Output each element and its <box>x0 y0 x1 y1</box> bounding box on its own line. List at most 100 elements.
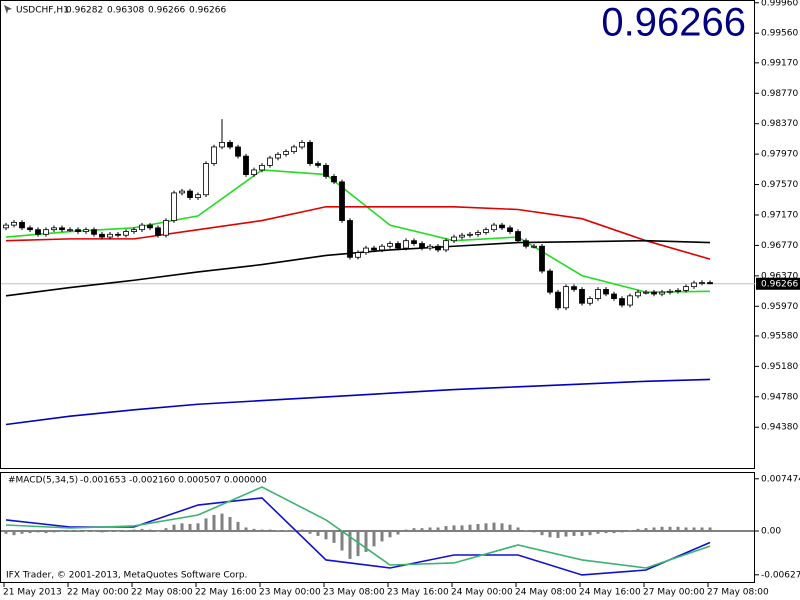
candle-body <box>195 194 201 198</box>
candle-body <box>627 295 633 306</box>
histogram-bar <box>556 530 560 538</box>
histogram-bar <box>636 528 640 531</box>
candle-body <box>459 234 465 238</box>
histogram-bar <box>476 524 480 531</box>
histogram-bar <box>356 530 360 557</box>
histogram-bar <box>36 530 40 533</box>
macd-readout: -0.001653 -0.002160 0.000507 0.000000 <box>80 476 267 486</box>
candle-body <box>275 153 281 159</box>
candle-body <box>315 163 321 166</box>
y-tick-label: 0.00 <box>761 526 781 536</box>
candle-body <box>251 169 257 175</box>
histogram-bar <box>708 527 712 531</box>
copyright: IFX Trader, © 2001-2013, MetaQuotes Soft… <box>6 571 247 581</box>
candle-body <box>339 181 345 221</box>
candle-body <box>539 245 545 272</box>
candle-body <box>99 233 105 238</box>
candle-body <box>139 224 145 231</box>
histogram-bar <box>404 529 408 531</box>
candle-body <box>443 240 449 251</box>
macd-frame <box>0 472 755 583</box>
histogram-bar <box>228 517 232 531</box>
candle-body <box>323 164 329 177</box>
candle-body <box>203 163 209 196</box>
y-tick-label: 0.95970 <box>761 302 798 312</box>
candle-body <box>299 142 305 148</box>
y-tick-label: 0.95580 <box>761 331 798 341</box>
histogram-bar <box>532 530 536 533</box>
candle-body <box>363 247 369 254</box>
candle-body <box>331 176 337 183</box>
candle-body <box>579 289 585 304</box>
indicator-line <box>5 169 711 293</box>
histogram-bar <box>156 530 160 532</box>
histogram-bar <box>684 527 688 531</box>
y-tick-label: 0.97970 <box>761 150 798 160</box>
candle-body <box>435 245 441 251</box>
symbol: USDCHF,H1 <box>16 6 69 16</box>
candle-body <box>483 229 489 233</box>
histogram-bar <box>468 524 472 531</box>
indicator-line <box>5 378 711 426</box>
x-tick-label: 27 May 00:00 <box>643 588 705 598</box>
candle-body <box>411 240 417 244</box>
histogram-bar <box>52 530 56 533</box>
candle-body <box>27 227 33 231</box>
histogram-bar <box>388 530 392 538</box>
histogram-bar <box>284 530 288 531</box>
candle-body <box>691 282 697 288</box>
candle-body <box>291 146 297 153</box>
candle-body <box>347 220 353 258</box>
candle-body <box>267 157 273 166</box>
candle-body <box>419 243 425 249</box>
x-tick-label: 24 May 08:00 <box>515 588 577 598</box>
histogram-bar <box>524 530 528 531</box>
histogram-bar <box>252 528 256 531</box>
candle-body <box>563 286 569 309</box>
histogram-bar <box>12 530 16 536</box>
histogram-bar <box>500 523 504 531</box>
histogram-bar <box>380 530 384 542</box>
histogram-bar <box>92 530 96 532</box>
x-tick-label: 21 May 2013 <box>3 588 62 598</box>
candle-body <box>91 229 97 235</box>
y-tick-label: 0.96370 <box>761 271 798 281</box>
candle-body <box>587 298 593 304</box>
x-tick-label: 24 May 00:00 <box>451 588 513 598</box>
histogram-bar <box>180 523 184 531</box>
candle-body <box>675 289 681 292</box>
histogram-bar <box>76 530 80 531</box>
histogram-bar <box>508 524 512 531</box>
candle-body <box>19 221 25 229</box>
candle-body <box>571 286 577 290</box>
histogram-bar <box>124 530 128 531</box>
histogram-bar <box>148 529 152 531</box>
candle-body <box>451 236 457 242</box>
candle-body <box>387 243 393 247</box>
histogram-bar <box>292 530 296 531</box>
candle-body <box>547 270 553 293</box>
candle-body <box>683 286 689 291</box>
candle-body <box>147 224 153 229</box>
candle-body <box>187 190 193 198</box>
candle-body <box>651 291 657 295</box>
histogram-bar <box>68 530 72 531</box>
candle-body <box>667 290 673 293</box>
candle-body <box>699 282 705 284</box>
candle-body <box>211 146 217 164</box>
histogram-bar <box>548 530 552 538</box>
x-tick-label: 23 May 16:00 <box>387 588 449 598</box>
y-tick-label: 0.99170 <box>761 58 798 68</box>
histogram-bar <box>4 530 8 534</box>
candle-body <box>163 220 169 236</box>
candle-body <box>243 155 249 175</box>
histogram-bar <box>332 530 336 543</box>
candle-body <box>171 192 177 221</box>
y-tick-label: 0.94380 <box>761 423 798 433</box>
histogram-bar <box>540 530 544 536</box>
candle-body <box>307 142 313 164</box>
histogram-bar <box>436 527 440 531</box>
histogram-bar <box>28 530 32 534</box>
candle-body <box>123 231 129 236</box>
